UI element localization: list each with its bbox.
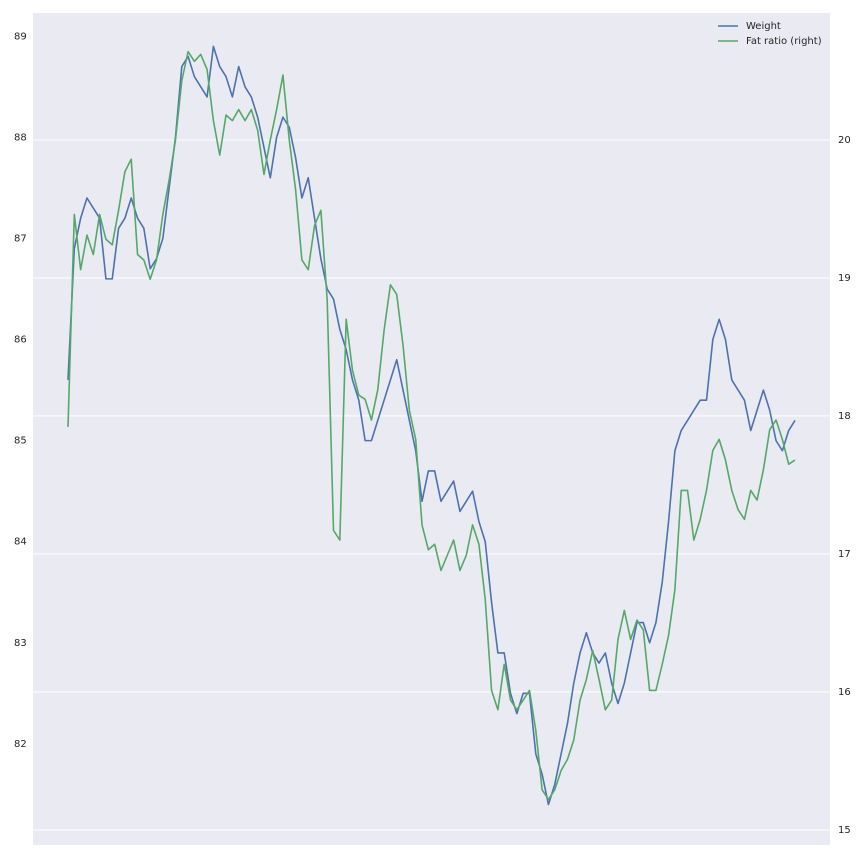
y-tick-label: 85 bbox=[14, 436, 27, 447]
y2-tick-label: 18 bbox=[838, 411, 851, 422]
y2-tick-label: 16 bbox=[838, 687, 851, 698]
series-line bbox=[67, 45, 796, 806]
grid bbox=[33, 139, 830, 831]
series-line bbox=[67, 50, 796, 801]
y-tick-label: 88 bbox=[14, 132, 27, 143]
y2-tick-label: 17 bbox=[838, 549, 851, 560]
y2-tick-label: 19 bbox=[838, 273, 851, 284]
y-tick-label: 83 bbox=[14, 638, 27, 649]
lines bbox=[67, 45, 796, 806]
legend: Weight Fat ratio (right) bbox=[718, 21, 822, 47]
y2-tick-label: 20 bbox=[838, 135, 851, 146]
y-tick-label: 84 bbox=[14, 537, 27, 548]
y-tick-label: 87 bbox=[14, 233, 27, 244]
y2-tick-label: 15 bbox=[838, 825, 851, 836]
y-tick-label: 89 bbox=[14, 31, 27, 42]
legend-label: Fat ratio (right) bbox=[746, 36, 822, 47]
y-tick-label: 86 bbox=[14, 335, 27, 346]
legend-label: Weight bbox=[746, 21, 781, 32]
plot-area bbox=[33, 13, 830, 845]
y-tick-label: 82 bbox=[14, 739, 27, 750]
